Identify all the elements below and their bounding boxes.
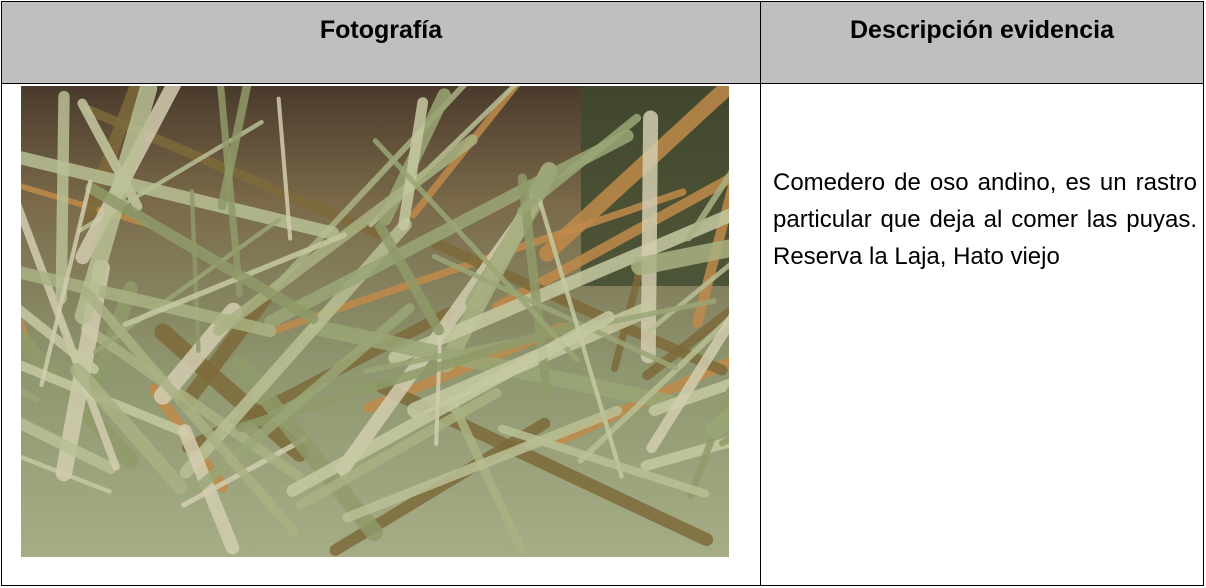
leaf [286, 310, 615, 497]
leaf [21, 203, 120, 471]
leaf [93, 217, 282, 354]
leaf [539, 86, 729, 262]
leaf [434, 332, 443, 446]
leaf [80, 285, 300, 538]
leaf [276, 96, 293, 241]
leaf [446, 393, 528, 557]
leaf [122, 232, 347, 328]
description: Comedero de oso andino, es un rastro par… [773, 169, 1197, 270]
leaf [264, 129, 634, 328]
leaf [55, 90, 70, 305]
leaf [80, 322, 304, 482]
leaf [217, 86, 244, 297]
leaf [296, 387, 502, 510]
leaf [21, 183, 149, 227]
leaf [577, 315, 729, 464]
header-cell: Fotografía [319, 16, 443, 44]
leaf [178, 424, 240, 555]
photograph [21, 86, 729, 557]
leaf [78, 86, 144, 230]
leaf [342, 405, 623, 523]
leaf [39, 179, 93, 388]
leaf [178, 284, 278, 411]
leaf [685, 170, 729, 242]
column-divider [760, 2, 761, 585]
header-cell: Descripción evidencia [849, 16, 1114, 44]
header-row [2, 2, 1203, 84]
leaf [646, 314, 729, 454]
leaf [491, 173, 729, 313]
leaf [398, 97, 429, 231]
leaf [375, 221, 445, 336]
leaf [497, 424, 710, 498]
leaf [21, 454, 112, 494]
leaf [431, 253, 679, 371]
leaf [687, 386, 729, 499]
leaf [21, 417, 117, 475]
leaf [640, 110, 659, 364]
leaf [631, 239, 729, 276]
leaf [85, 182, 319, 325]
leaf [21, 304, 99, 375]
leaf [217, 86, 252, 211]
leaf [189, 189, 201, 353]
leaf [388, 208, 729, 365]
leaf [154, 323, 309, 462]
leaf [372, 138, 581, 363]
leaf [640, 436, 729, 472]
leaf [517, 113, 642, 216]
leaf [692, 181, 729, 329]
leaf [642, 306, 729, 381]
leaf [70, 362, 188, 494]
